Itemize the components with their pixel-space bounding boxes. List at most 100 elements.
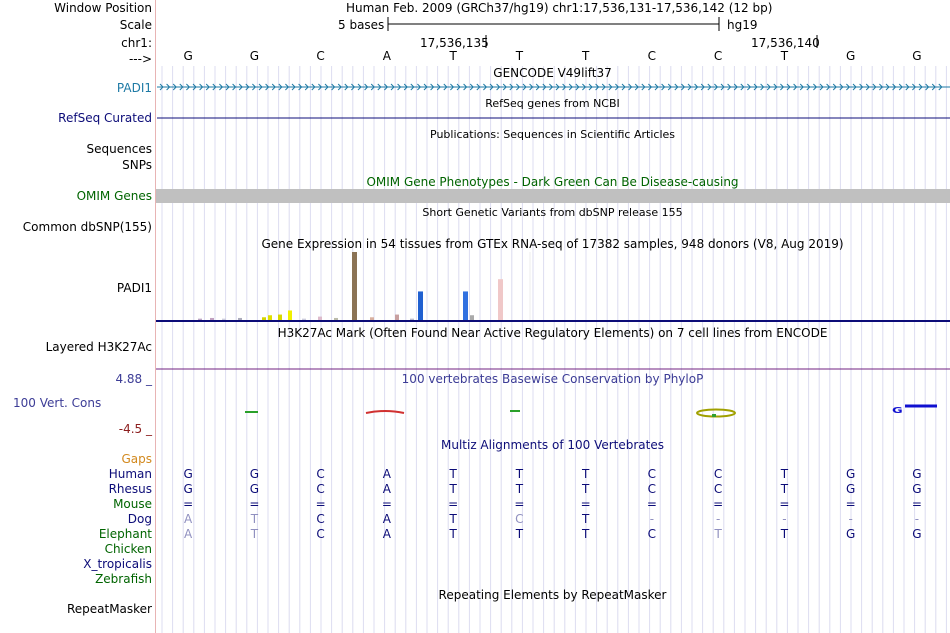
padi1-strand-chevron bbox=[430, 83, 435, 91]
omim-track-label[interactable]: OMIM Genes bbox=[76, 189, 152, 203]
alignment-base: - bbox=[715, 512, 721, 526]
phylop-track-title: 100 vertebrates Basewise Conservation by… bbox=[401, 372, 704, 386]
alignment-base: A bbox=[382, 482, 391, 496]
padi1-strand-chevron bbox=[700, 83, 705, 91]
gtex-tissue-bar bbox=[463, 291, 468, 320]
padi1-strand-chevron bbox=[786, 83, 791, 91]
padi1-strand-chevron bbox=[733, 83, 738, 91]
alignment-base: G bbox=[183, 482, 193, 496]
padi1-strand-chevron bbox=[199, 83, 204, 91]
padi1-strand-chevron bbox=[621, 83, 626, 91]
padi1-strand-chevron bbox=[436, 83, 441, 91]
gtex-tissue-bar bbox=[210, 317, 214, 320]
species-label[interactable]: Dog bbox=[127, 512, 152, 526]
padi1-strand-chevron bbox=[661, 83, 666, 91]
padi1-strand-chevron bbox=[799, 83, 804, 91]
gtex-track-label[interactable]: PADI1 bbox=[116, 281, 152, 295]
padi1-strand-chevron bbox=[872, 83, 877, 91]
alignment-base: T bbox=[780, 527, 789, 541]
alignment-base: T bbox=[780, 467, 789, 481]
padi1-strand-chevron bbox=[681, 83, 686, 91]
gtex-tissue-bar bbox=[370, 317, 374, 320]
padi1-strand-chevron bbox=[615, 83, 620, 91]
alignment-base: T bbox=[515, 467, 524, 481]
padi1-strand-chevron bbox=[813, 83, 818, 91]
padi1-strand-chevron bbox=[588, 83, 593, 91]
padi1-strand-chevron bbox=[608, 83, 613, 91]
phylop-g-logo: G bbox=[892, 406, 903, 415]
padi1-strand-chevron bbox=[483, 83, 488, 91]
padi1-strand-chevron bbox=[370, 83, 375, 91]
strand-arrow-label[interactable]: ---> bbox=[128, 52, 152, 66]
padi1-strand-chevron bbox=[351, 83, 356, 91]
alignment-base: = bbox=[646, 497, 657, 511]
padi1-strand-chevron bbox=[720, 83, 725, 91]
gtex-tissue-bar bbox=[352, 252, 357, 320]
species-label[interactable]: X_tropicalis bbox=[83, 557, 152, 571]
h3k27ac-track-label[interactable]: Layered H3K27Ac bbox=[45, 340, 152, 354]
alignment-base: C bbox=[713, 482, 723, 496]
repeatmasker-track-title: Repeating Elements by RepeatMasker bbox=[438, 588, 667, 602]
snps-track-label[interactable]: SNPs bbox=[122, 158, 152, 172]
padi1-strand-chevron bbox=[852, 83, 857, 91]
coordinate-1: 17,536,135 bbox=[420, 36, 489, 50]
alignment-base: T bbox=[581, 527, 590, 541]
padi1-strand-chevron bbox=[634, 83, 639, 91]
species-label[interactable]: Elephant bbox=[98, 527, 152, 541]
gtex-tissue-bar bbox=[288, 310, 292, 320]
padi1-strand-chevron bbox=[278, 83, 283, 91]
padi1-strand-chevron bbox=[423, 83, 428, 91]
padi1-strand-chevron bbox=[456, 83, 461, 91]
padi1-strand-chevron bbox=[793, 83, 798, 91]
ruler-base: T bbox=[449, 49, 457, 63]
padi1-strand-chevron bbox=[865, 83, 870, 91]
species-label[interactable]: Rhesus bbox=[108, 482, 152, 496]
padi1-strand-chevron bbox=[674, 83, 679, 91]
padi1-strand-chevron bbox=[192, 83, 197, 91]
ruler-base: G bbox=[912, 49, 922, 63]
alignment-base: G bbox=[845, 482, 856, 496]
species-label[interactable]: Zebrafish bbox=[95, 572, 152, 586]
phylop-track-label[interactable]: 100 Vert. Cons bbox=[13, 396, 102, 410]
dbsnp-track-label[interactable]: Common dbSNP(155) bbox=[22, 220, 152, 234]
padi1-strand-chevron bbox=[502, 83, 507, 91]
alignment-base: T bbox=[449, 512, 457, 526]
alignment-base: - bbox=[914, 512, 920, 526]
sequences-track-label[interactable]: Sequences bbox=[86, 142, 152, 156]
padi1-strand-chevron bbox=[931, 83, 936, 91]
ruler-base: T bbox=[515, 49, 524, 63]
padi1-strand-chevron bbox=[601, 83, 606, 91]
ruler-base: C bbox=[647, 49, 657, 63]
phylop-mark bbox=[365, 410, 405, 414]
padi1-strand-chevron bbox=[232, 83, 237, 91]
chrom-label: chr1: bbox=[121, 36, 152, 50]
padi1-strand-chevron bbox=[318, 83, 323, 91]
padi1-strand-chevron bbox=[667, 83, 672, 91]
refseq-track-label[interactable]: RefSeq Curated bbox=[58, 111, 152, 125]
padi1-strand-chevron bbox=[397, 83, 402, 91]
alignment-base: T bbox=[780, 482, 789, 496]
species-label[interactable]: Chicken bbox=[104, 542, 152, 556]
gencode-track-label[interactable]: PADI1 bbox=[116, 81, 152, 95]
species-label[interactable]: Human bbox=[108, 467, 152, 481]
padi1-strand-chevron bbox=[806, 83, 811, 91]
gtex-tissue-bar bbox=[498, 279, 503, 320]
padi1-strand-chevron bbox=[516, 83, 521, 91]
padi1-strand-chevron bbox=[522, 83, 527, 91]
padi1-strand-chevron bbox=[549, 83, 554, 91]
padi1-strand-chevron bbox=[357, 83, 362, 91]
dbsnp-track-title: Short Genetic Variants from dbSNP releas… bbox=[422, 206, 683, 219]
repeatmasker-track-label[interactable]: RepeatMasker bbox=[66, 602, 152, 616]
padi1-strand-chevron bbox=[694, 83, 699, 91]
alignment-base: C bbox=[316, 512, 325, 526]
padi1-strand-chevron bbox=[179, 83, 184, 91]
species-label[interactable]: Mouse bbox=[113, 497, 152, 511]
ruler-base: T bbox=[581, 49, 590, 63]
padi1-strand-chevron bbox=[166, 83, 171, 91]
gaps-label: Gaps bbox=[121, 452, 152, 466]
padi1-strand-chevron bbox=[905, 83, 910, 91]
padi1-strand-chevron bbox=[364, 83, 369, 91]
padi1-strand-chevron bbox=[245, 83, 250, 91]
gtex-tissue-bar bbox=[470, 315, 474, 320]
gtex-tissue-bar bbox=[410, 318, 414, 320]
